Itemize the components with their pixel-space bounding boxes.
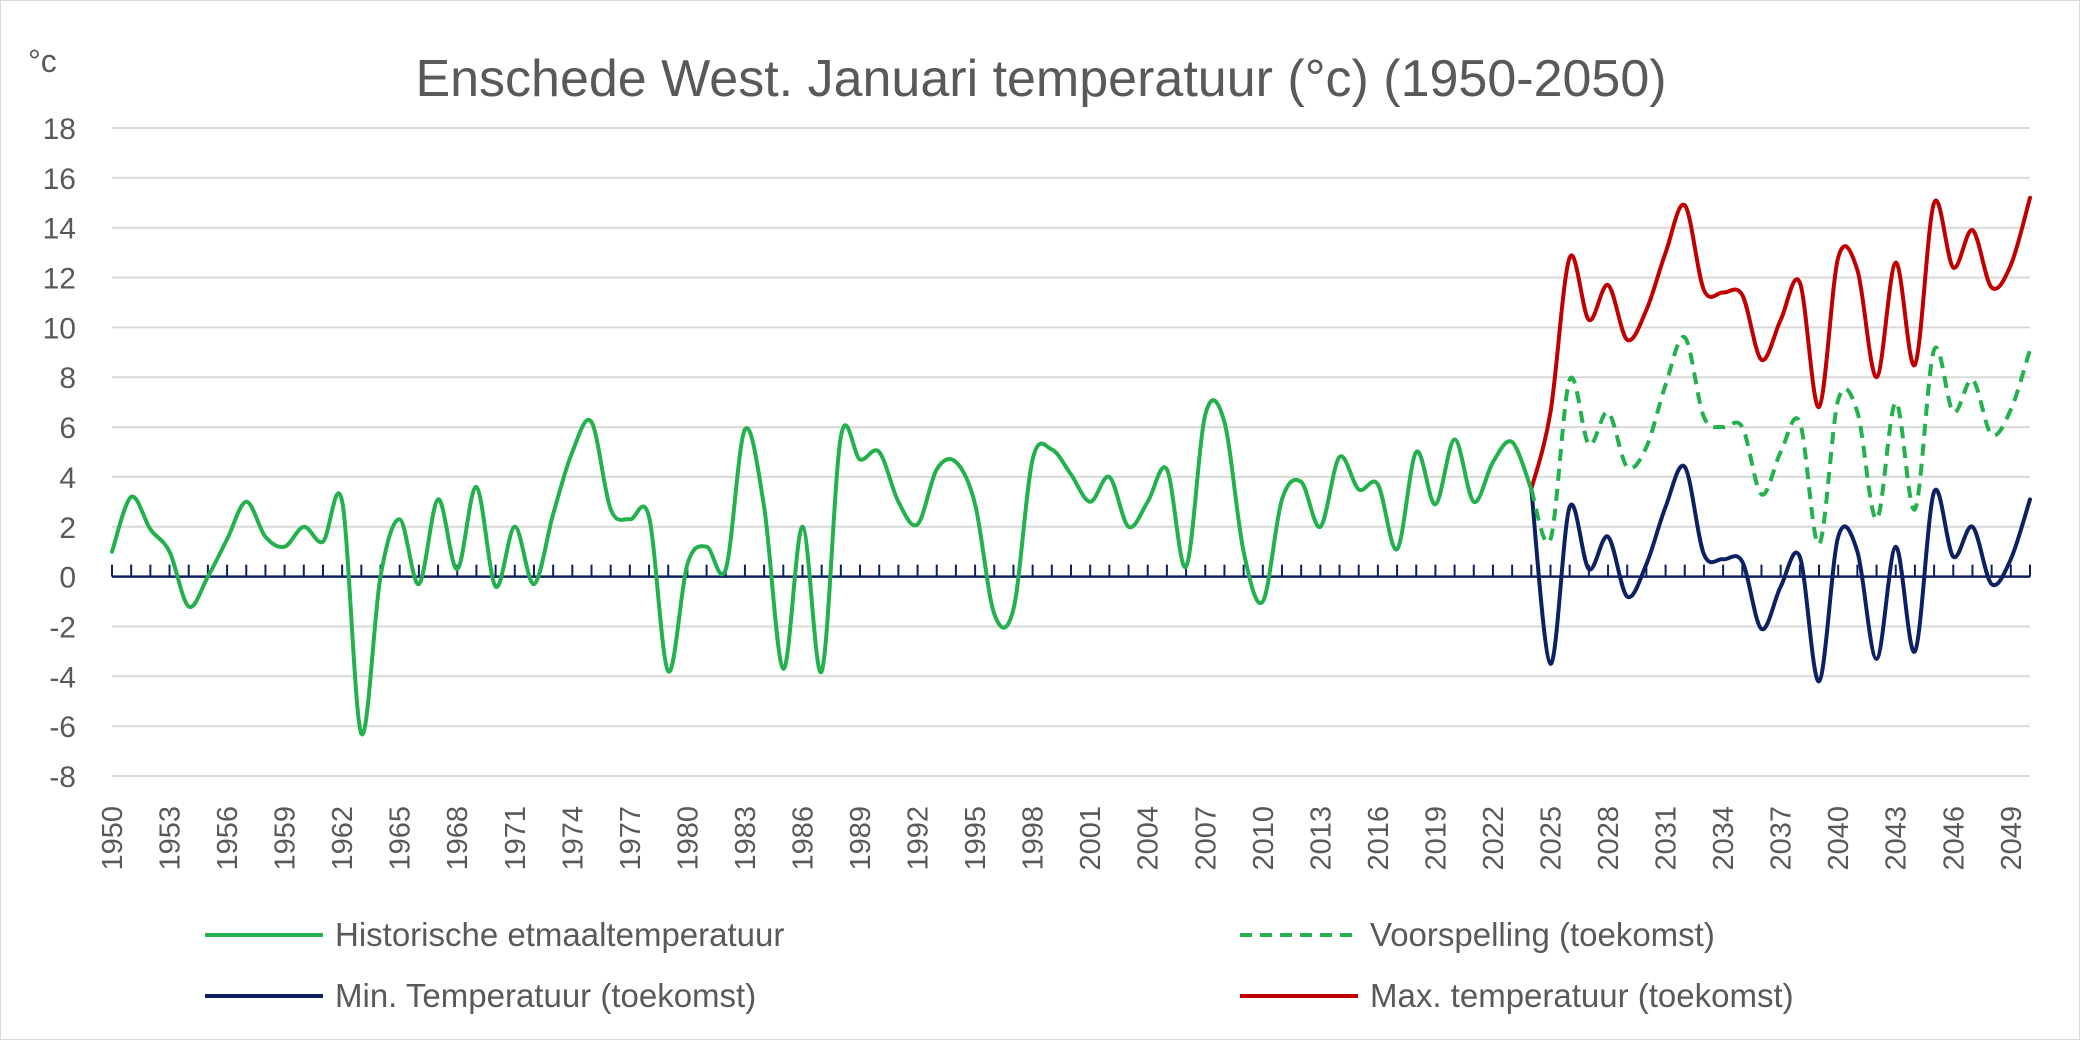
x-tick-label: 2001 — [1075, 806, 1107, 871]
x-tick-label: 2046 — [1938, 806, 1970, 871]
x-tick-label: 1971 — [500, 806, 532, 871]
x-tick-label: 1998 — [1018, 806, 1050, 871]
x-tick-label: 2016 — [1363, 806, 1395, 871]
x-tick-label: 1965 — [385, 806, 417, 871]
y-axis-ticks: -8 -6 -4 -2 0 2 4 6 8 10 12 14 16 18 — [43, 113, 76, 794]
x-tick-label: 2013 — [1305, 806, 1337, 871]
x-tick-label: 1995 — [960, 806, 992, 871]
legend-label: Min. Temperatuur (toekomst) — [335, 977, 756, 1014]
x-tick-label: 2019 — [1420, 806, 1452, 871]
x-tick-label: 1977 — [615, 806, 647, 871]
y-tick-label: 10 — [43, 312, 76, 345]
y-tick-label: 0 — [59, 562, 76, 595]
legend-label: Voorspelling (toekomst) — [1370, 916, 1715, 953]
series-line-2 — [1529, 463, 2032, 684]
y-tick-label: -2 — [49, 611, 76, 644]
series-line-3 — [1529, 195, 2032, 492]
y-tick-label: -8 — [49, 761, 76, 794]
x-tick-label: 2037 — [1766, 806, 1798, 871]
x-tick-label: 2049 — [1996, 806, 2028, 871]
x-tick-label: 2034 — [1708, 806, 1740, 871]
x-tick-label: 2043 — [1881, 806, 1913, 871]
x-tick-label: 1959 — [270, 806, 302, 871]
y-tick-label: 6 — [59, 412, 76, 445]
y-tick-label: 14 — [43, 213, 76, 246]
x-tick-label: 2031 — [1651, 806, 1683, 871]
y-tick-label: 16 — [43, 163, 76, 196]
x-tick-label: 2007 — [1190, 806, 1222, 871]
chart-title: Enschede West. Januari temperatuur (°c) … — [415, 50, 1666, 108]
x-tick-label: 1962 — [327, 806, 359, 871]
legend: Historische etmaaltemperatuur Voorspellin… — [205, 916, 1794, 1014]
x-tick-label: 1953 — [155, 806, 187, 871]
legend-label: Historische etmaaltemperatuur — [335, 916, 784, 953]
x-tick-label: 1950 — [97, 806, 129, 871]
x-axis: 1950 1953 1956 1959 1962 1965 1968 1971 1974 1977… — [97, 564, 2031, 871]
x-tick-label: 2004 — [1133, 806, 1165, 871]
y-tick-label: 12 — [43, 263, 76, 296]
x-tick-label: 2010 — [1248, 806, 1280, 871]
y-tick-label: 8 — [59, 362, 76, 395]
x-tick-label: 1956 — [212, 806, 244, 871]
series-lines — [110, 195, 2032, 737]
x-tick-label: 2040 — [1823, 806, 1855, 871]
y-tick-label: 18 — [43, 113, 76, 146]
x-tick-label: 1980 — [672, 806, 704, 871]
x-tick-label: 1986 — [787, 806, 819, 871]
x-tick-label: 1983 — [730, 806, 762, 871]
series-line-0 — [110, 398, 1534, 737]
x-tick-label: 1974 — [557, 806, 589, 871]
y-tick-label: 4 — [59, 462, 76, 495]
x-tick-label: 1968 — [442, 806, 474, 871]
y-tick-label: -4 — [49, 661, 76, 694]
x-tick-label: 2028 — [1593, 806, 1625, 871]
y-unit-label: °c — [28, 43, 57, 79]
x-tick-label: 2025 — [1536, 806, 1568, 871]
y-tick-label: -6 — [49, 711, 76, 744]
x-tick-label: 1989 — [845, 806, 877, 871]
gridlines — [112, 127, 2030, 777]
legend-label: Max. temperatuur (toekomst) — [1370, 977, 1794, 1014]
x-tick-label: 1992 — [903, 806, 935, 871]
y-tick-label: 2 — [59, 512, 76, 545]
series-line-1 — [1529, 335, 2032, 547]
x-tick-label: 2022 — [1478, 806, 1510, 871]
